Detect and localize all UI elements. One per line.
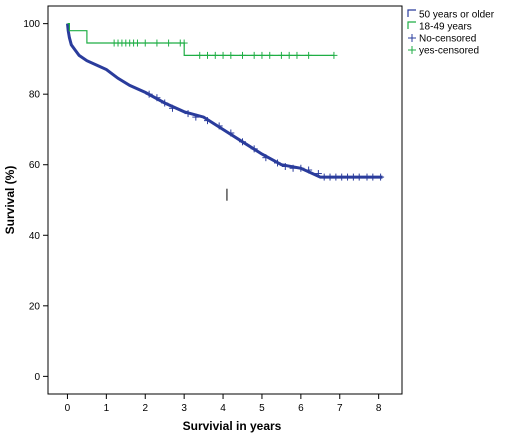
y-axis-title: Survival (%) [3,166,17,235]
plot-border [47,5,403,395]
x-tick-label: 1 [104,403,110,414]
censor-mark-younger [211,51,219,59]
censor-mark-younger [239,51,247,59]
x-tick-label: 2 [142,403,148,414]
censor-mark-younger [250,51,258,59]
x-tick-label: 5 [259,403,265,414]
censor-mark-older [161,99,169,107]
x-tick-label: 0 [65,403,71,414]
censor-mark-older [281,162,289,170]
censor-mark-older [377,173,385,181]
censor-mark-older [227,129,235,137]
y-tick-label: 100 [23,19,40,30]
censor-mark-older [338,173,346,181]
plot-frame [47,5,403,395]
censor-mark-older [369,173,377,181]
censor-mark-older [297,164,305,172]
censor-mark-older [168,104,176,112]
x-axis: 0 1 2 3 4 5 6 7 8 [65,394,382,414]
legend-label: No-censored [419,34,476,45]
legend-label: 18-49 years [419,22,472,33]
censor-mark-older [239,138,247,146]
censor-mark-older [289,164,297,172]
censor-mark-younger [203,51,211,59]
series-line-younger [67,23,334,56]
censor-mark-older [215,122,223,130]
censor-mark-younger [330,51,338,59]
censor-mark-younger [196,51,204,59]
censor-mark-older [153,94,161,102]
x-axis-title: Survivial in years [183,419,282,433]
x-tick-label: 7 [337,403,343,414]
censor-mark-younger [141,39,149,47]
censor-mark-younger [133,39,141,47]
censor-mark-older [344,173,352,181]
y-tick-label: 0 [34,372,40,383]
x-tick-label: 8 [376,403,382,414]
censor-mark-younger [305,51,313,59]
censor-mark-older [192,113,200,121]
censor-mark-younger [277,51,285,59]
censor-mark-older [203,117,211,125]
censor-mark-older [349,173,357,181]
censor-mark-older [332,173,340,181]
censor-mark-older [363,173,371,181]
x-tick-label: 3 [181,403,187,414]
censor-mark-older [250,145,258,153]
censor-mark-younger [153,39,161,47]
censor-mark-older [145,90,153,98]
y-tick-label: 40 [29,231,41,242]
legend-step-icon [407,9,416,17]
legend-step-icon [407,21,416,29]
censor-mark-older [184,110,192,118]
series-layer [66,23,383,179]
censor-mark-older [274,159,282,167]
legend-label: yes-censored [419,46,479,57]
legend-item: yes-censored [408,46,479,57]
x-tick-label: 6 [298,403,304,414]
y-tick-label: 80 [29,90,41,101]
censor-mark-older [314,170,322,178]
censor-mark-older [262,154,270,162]
censor-mark-younger [293,51,301,59]
legend-item: 18-49 years [407,21,472,33]
censor-mark-younger [258,51,266,59]
legend-item: No-censored [408,34,476,45]
censor-mark-older [305,166,313,174]
censor-layer [110,39,385,181]
censor-mark-older [320,173,328,181]
y-tick-label: 60 [29,160,41,171]
legend-label: 50 years or older [419,10,495,21]
censor-mark-younger [285,51,293,59]
censor-mark-younger [219,51,227,59]
censor-mark-younger [180,39,188,47]
x-tick-label: 4 [220,403,226,414]
censor-mark-younger [227,51,235,59]
y-axis: 0 20 40 60 80 100 [23,19,48,383]
series-line-older [66,23,383,179]
legend-item: 50 years or older [407,9,495,21]
censor-mark-older [355,173,363,181]
censor-mark-younger [266,51,274,59]
censor-mark-older [326,173,334,181]
censor-mark-younger [165,39,173,47]
y-tick-label: 20 [29,301,41,312]
